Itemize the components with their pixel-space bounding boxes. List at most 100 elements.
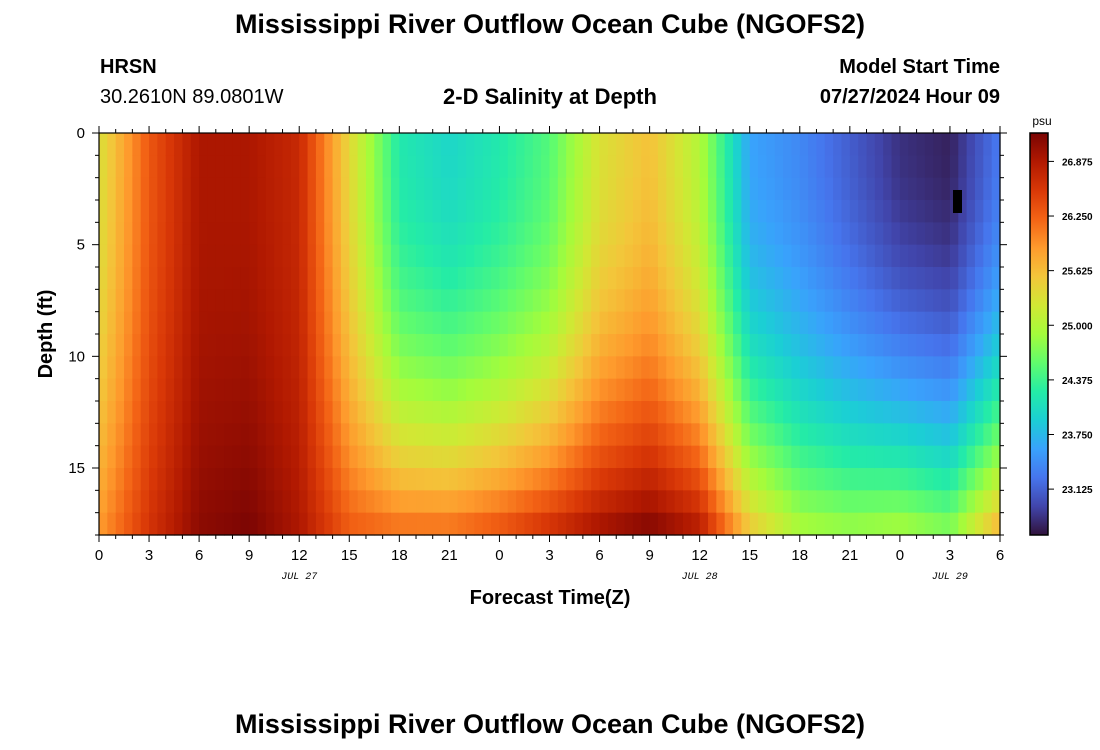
heatmap-cell [157, 512, 167, 536]
heatmap-cell [783, 200, 793, 223]
heatmap-cell [516, 490, 526, 514]
heatmap-cell [733, 490, 742, 514]
heatmap-cell [758, 356, 767, 380]
heatmap-cell [299, 468, 309, 491]
heatmap-cell [733, 289, 742, 313]
heatmap-cell [599, 423, 609, 447]
heatmap-cell [165, 222, 175, 246]
heatmap-cell [441, 423, 450, 447]
heatmap-cell [933, 267, 943, 290]
heatmap-cell [766, 378, 776, 402]
heatmap-cell [532, 378, 542, 402]
heatmap-cell [124, 445, 133, 469]
heatmap-cell [365, 378, 375, 402]
heatmap-cell [390, 423, 400, 447]
heatmap-cell [132, 378, 142, 402]
heatmap-cell [182, 378, 192, 402]
heatmap-cell [974, 222, 984, 246]
heatmap-cell [649, 222, 659, 246]
heatmap-cell [624, 423, 634, 447]
heatmap-cell [733, 200, 742, 223]
heatmap-cell [799, 490, 809, 514]
heatmap-cell [691, 177, 701, 201]
heatmap-cell [641, 177, 651, 201]
heatmap-cell [307, 401, 317, 424]
heatmap-cell [566, 423, 576, 447]
heatmap-cell [157, 289, 167, 313]
heatmap-cell [224, 423, 234, 447]
heatmap-cell [507, 401, 517, 424]
heatmap-cell [657, 468, 667, 491]
heatmap-cell [315, 512, 325, 536]
heatmap-cell [257, 356, 267, 380]
heatmap-cell [708, 289, 717, 313]
heatmap-cell [849, 311, 859, 335]
heatmap-cell [708, 423, 717, 447]
heatmap-cell [891, 468, 901, 491]
heatmap-cell [557, 512, 567, 536]
heatmap-cell [632, 378, 642, 402]
heatmap-cell [416, 267, 425, 290]
heatmap-cell [240, 177, 250, 201]
heatmap-cell [466, 222, 476, 246]
heatmap-cell [758, 512, 767, 536]
heatmap-cell [908, 445, 918, 469]
heatmap-cell [399, 334, 409, 357]
heatmap-cell [566, 289, 576, 313]
heatmap-cell [365, 401, 375, 424]
heatmap-cell [949, 267, 959, 290]
heatmap-cell [691, 200, 701, 223]
heatmap-cell [524, 267, 534, 290]
heatmap-cell [307, 177, 317, 201]
heatmap-cell [674, 177, 684, 201]
heatmap-cell [115, 200, 125, 223]
heatmap-cell [132, 155, 142, 179]
colorbar-label: 26.875 [1062, 157, 1093, 168]
heatmap-cell [365, 423, 375, 447]
heatmap-cell [182, 289, 192, 313]
heatmap-cell [833, 512, 843, 536]
heatmap-cell [899, 155, 909, 179]
heatmap-cell [966, 244, 976, 268]
heatmap-cell [491, 334, 501, 357]
heatmap-cell [432, 356, 442, 380]
heatmap-cell [949, 468, 959, 491]
heatmap-cell [207, 401, 217, 424]
heatmap-cell [315, 334, 325, 357]
heatmap-cell [874, 423, 884, 447]
heatmap-cell [549, 401, 559, 424]
heatmap-cell [382, 244, 392, 268]
heatmap-cell [749, 490, 759, 514]
heatmap-cell [891, 401, 901, 424]
heatmap-cell [991, 133, 1001, 156]
heatmap-cell [566, 222, 576, 246]
heatmap-cell [324, 490, 334, 514]
heatmap-cell [966, 445, 976, 469]
heatmap-cell [666, 177, 676, 201]
heatmap-cell [958, 468, 968, 491]
heatmap-cell [716, 267, 726, 290]
heatmap-cell [466, 445, 476, 469]
heatmap-cell [199, 155, 209, 179]
heatmap-cell [916, 378, 926, 402]
heatmap-cell [416, 311, 425, 335]
heatmap-cell [199, 311, 209, 335]
heatmap-cell [482, 244, 492, 268]
heatmap-cell [541, 356, 551, 380]
heatmap-cell [682, 445, 692, 469]
heatmap-cell [916, 222, 926, 246]
y-tick-label: 5 [77, 237, 85, 254]
heatmap-cell [265, 356, 275, 380]
heatmap-cell [716, 468, 726, 491]
heatmap-cell [991, 177, 1001, 201]
heatmap-cell [441, 222, 450, 246]
heatmap-cell [416, 401, 425, 424]
heatmap-cell [432, 244, 442, 268]
heatmap-cell [924, 445, 934, 469]
heatmap-cell [933, 356, 943, 380]
heatmap-cell [224, 200, 234, 223]
heatmap-cell [165, 289, 175, 313]
heatmap-cell [933, 222, 943, 246]
heatmap-cell [424, 222, 434, 246]
heatmap-cell [532, 289, 542, 313]
